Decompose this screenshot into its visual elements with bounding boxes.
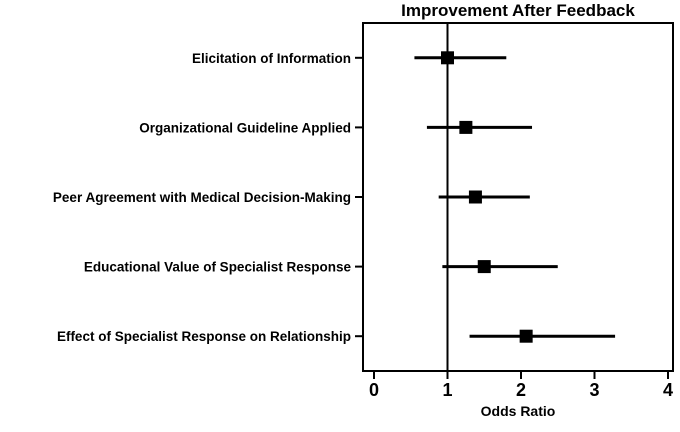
x-tick-label: 3 — [589, 380, 599, 400]
point-estimate-marker — [459, 120, 473, 134]
row-label: Educational Value of Specialist Response — [84, 260, 352, 275]
row-label: Peer Agreement with Medical Decision-Mak… — [53, 190, 351, 205]
point-estimate-marker — [477, 260, 491, 274]
x-tick-label: 1 — [442, 380, 452, 400]
x-tick-label: 4 — [663, 380, 673, 400]
x-tick-label: 2 — [516, 380, 526, 400]
x-axis-title: Odds Ratio — [480, 403, 556, 419]
chart-title: Improvement After Feedback — [401, 1, 635, 20]
point-estimate-marker — [519, 329, 533, 343]
point-estimate-marker — [441, 51, 454, 65]
row-label: Organizational Guideline Applied — [139, 120, 351, 135]
x-tick-label: 0 — [369, 380, 379, 400]
row-label: Elicitation of Information — [192, 51, 351, 66]
point-estimate-marker — [468, 190, 482, 204]
row-label: Effect of Specialist Response on Relatio… — [57, 329, 351, 344]
